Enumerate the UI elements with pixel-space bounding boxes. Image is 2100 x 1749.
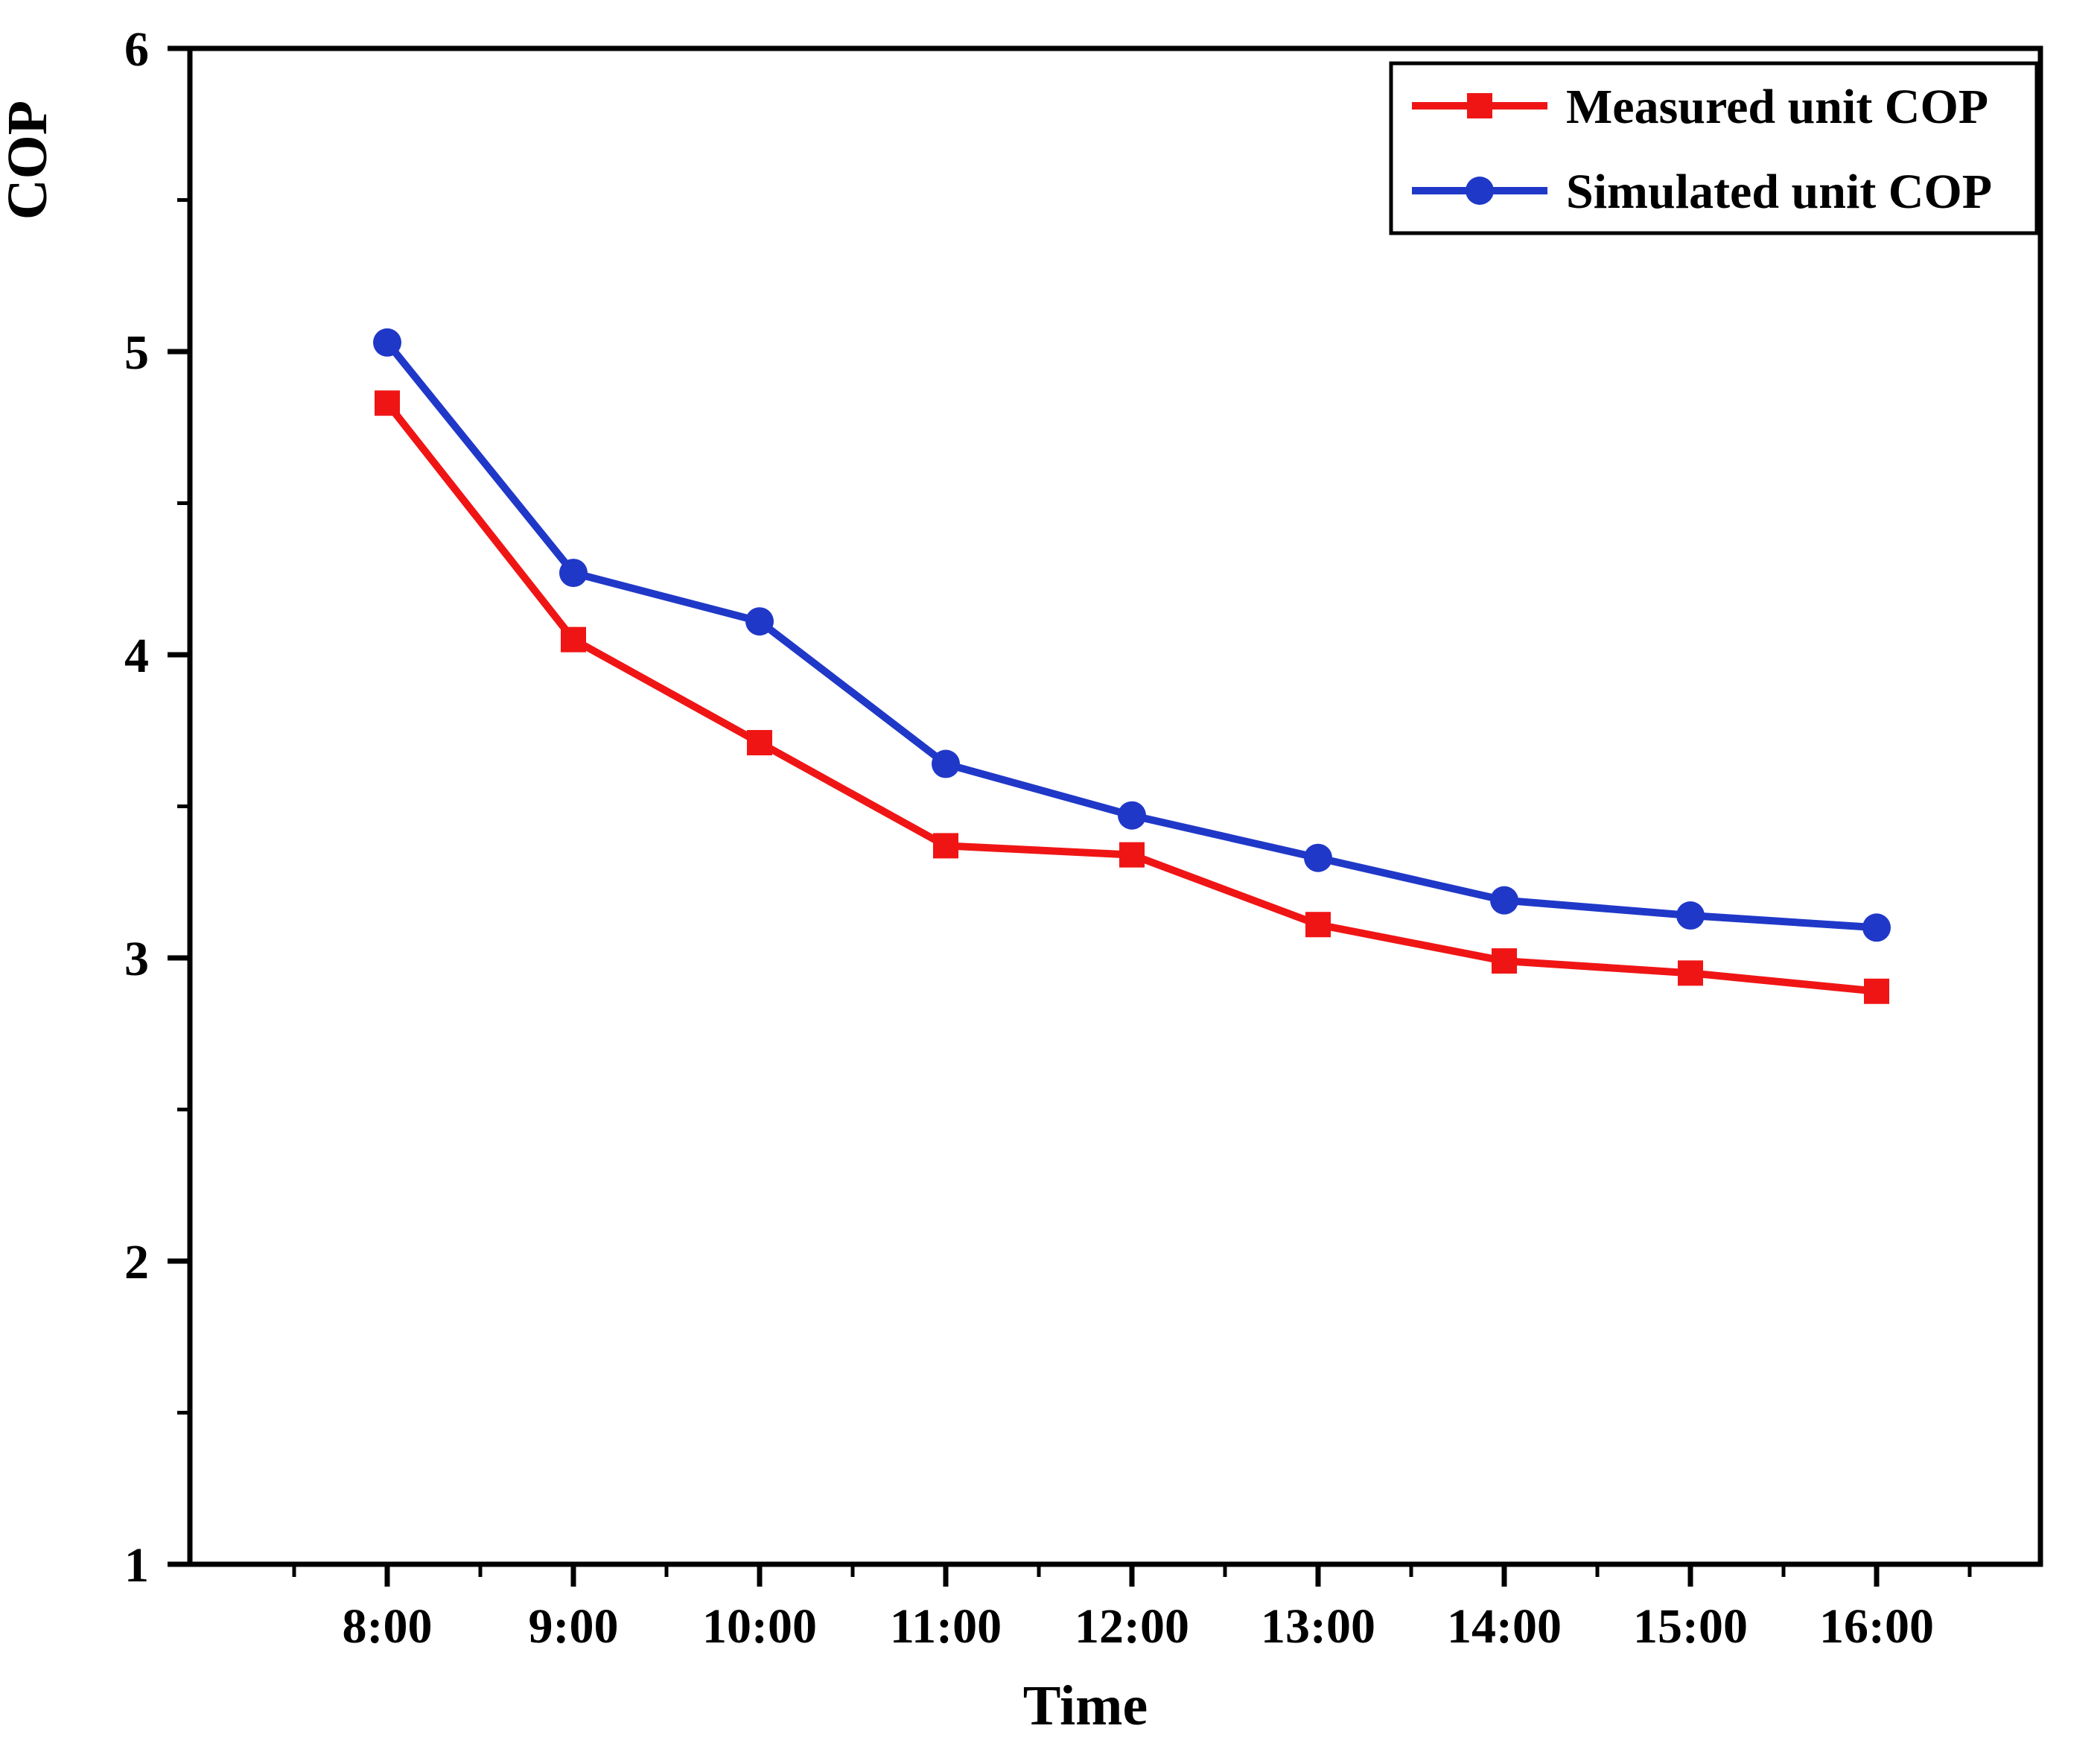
series-marker-square — [375, 390, 400, 416]
series-1 — [373, 328, 1891, 942]
series-line — [384, 340, 1877, 932]
series-0 — [375, 390, 1889, 1004]
series-marker-circle — [1490, 886, 1518, 915]
legend-item: Simulated unit COP — [1412, 165, 1992, 219]
series-marker-circle — [932, 749, 960, 778]
series-marker-square — [1305, 912, 1331, 938]
x-axis-title: Time — [1023, 1675, 1148, 1737]
x-tick-label: 11:00 — [890, 1599, 1002, 1654]
y-axis-title: COP — [0, 101, 59, 220]
plot-frame — [187, 45, 2043, 1567]
x-tick-label: 16:00 — [1819, 1599, 1934, 1654]
x-tick-label: 8:00 — [343, 1599, 433, 1654]
y-tick-label: 3 — [124, 932, 149, 986]
series-marker-square — [1492, 948, 1517, 974]
series-marker-square — [1864, 978, 1889, 1004]
series-marker-square — [561, 626, 586, 653]
series-marker-circle — [373, 328, 401, 357]
y-tick-label: 5 — [124, 326, 149, 380]
series-line — [384, 401, 1877, 995]
series-marker-circle — [559, 559, 588, 588]
legend: Measured unit COP Simulated unit COP — [1389, 61, 2039, 235]
series-marker-circle — [745, 607, 774, 636]
x-tick-label: 15:00 — [1633, 1599, 1748, 1654]
y-tick-label: 1 — [124, 1538, 149, 1593]
series-marker-circle — [1304, 843, 1332, 872]
x-tick-label: 9:00 — [529, 1599, 619, 1654]
y-tick-label: 2 — [124, 1235, 149, 1289]
series-marker-square — [1119, 842, 1145, 868]
legend-item: Measured unit COP — [1412, 80, 1988, 134]
series-marker-square — [933, 833, 958, 859]
series-marker-circle — [1118, 801, 1146, 830]
series-marker-square — [747, 730, 772, 756]
legend-box — [1389, 61, 2039, 235]
x-tick-label: 13:00 — [1261, 1599, 1375, 1654]
x-tick-label: 12:00 — [1075, 1599, 1189, 1654]
legend-label: Simulated unit COP — [1566, 165, 1992, 219]
x-tick-label: 10:00 — [702, 1599, 817, 1654]
series-marker-circle — [1466, 177, 1494, 205]
x-tick-label: 14:00 — [1447, 1599, 1562, 1654]
legend-label: Measured unit COP — [1566, 80, 1988, 134]
series-marker-circle — [1862, 913, 1891, 942]
series-marker-circle — [1676, 901, 1705, 930]
y-tick-label: 6 — [124, 22, 149, 77]
series-marker-square — [1467, 93, 1492, 118]
y-tick-label: 4 — [124, 629, 149, 683]
series-marker-square — [1678, 960, 1703, 986]
